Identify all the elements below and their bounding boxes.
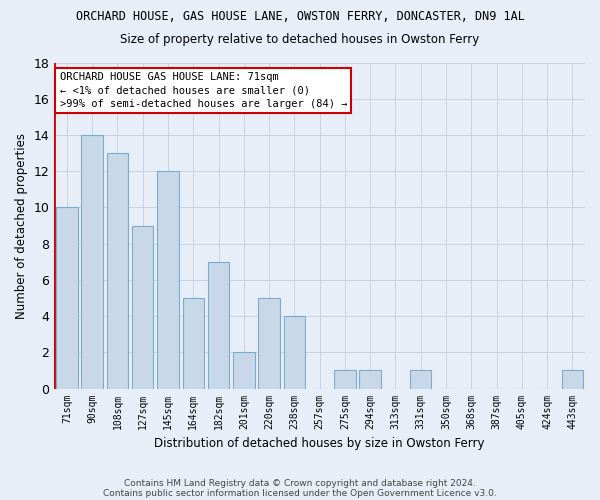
Bar bbox=[562, 370, 583, 388]
Bar bbox=[233, 352, 254, 388]
Y-axis label: Number of detached properties: Number of detached properties bbox=[15, 132, 28, 318]
Text: ORCHARD HOUSE, GAS HOUSE LANE, OWSTON FERRY, DONCASTER, DN9 1AL: ORCHARD HOUSE, GAS HOUSE LANE, OWSTON FE… bbox=[76, 10, 524, 23]
Bar bbox=[107, 153, 128, 388]
Bar bbox=[410, 370, 431, 388]
Bar bbox=[182, 298, 204, 388]
Bar bbox=[56, 208, 77, 388]
Bar bbox=[259, 298, 280, 388]
Bar bbox=[132, 226, 154, 388]
Bar bbox=[359, 370, 381, 388]
Text: ORCHARD HOUSE GAS HOUSE LANE: 71sqm
← <1% of detached houses are smaller (0)
>99: ORCHARD HOUSE GAS HOUSE LANE: 71sqm ← <1… bbox=[59, 72, 347, 108]
Text: Size of property relative to detached houses in Owston Ferry: Size of property relative to detached ho… bbox=[121, 32, 479, 46]
Bar bbox=[157, 171, 179, 388]
Text: Contains public sector information licensed under the Open Government Licence v3: Contains public sector information licen… bbox=[103, 488, 497, 498]
Text: Contains HM Land Registry data © Crown copyright and database right 2024.: Contains HM Land Registry data © Crown c… bbox=[124, 478, 476, 488]
Bar bbox=[334, 370, 356, 388]
Bar bbox=[208, 262, 229, 388]
Bar bbox=[284, 316, 305, 388]
Bar bbox=[82, 135, 103, 388]
X-axis label: Distribution of detached houses by size in Owston Ferry: Distribution of detached houses by size … bbox=[154, 437, 485, 450]
